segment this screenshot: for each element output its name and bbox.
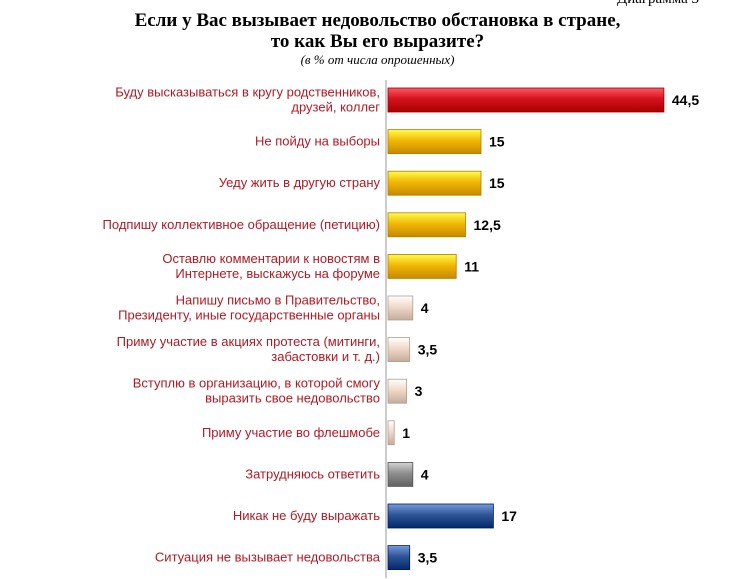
chart-subtitle: (в % от числа опрошенных) xyxy=(300,52,455,67)
category-label-6-line-1: Напишу письмо в Правительство, xyxy=(176,293,380,308)
category-label-4: Подпишу коллективное обращение (петицию) xyxy=(103,217,380,232)
chart-title-line-1: Если у Вас вызывает недовольство обстано… xyxy=(134,10,621,31)
bar-12 xyxy=(387,545,411,570)
bar-2 xyxy=(387,129,482,155)
chart-plot-area: Буду высказываться в кругу родственников… xyxy=(103,80,699,578)
bar-4 xyxy=(387,212,466,238)
category-label-9: Приму участие во флешмобе xyxy=(202,425,380,440)
category-label-5-line-2: Интернете, выскажусь на форуме xyxy=(175,266,380,281)
category-label-1-line-2: друзей, коллег xyxy=(291,100,380,115)
category-label-7-line-1: Приму участие в акциях протеста (митинги… xyxy=(117,334,380,349)
category-label-8-line-1: Вступлю в организацию, в которой смогу xyxy=(133,376,381,391)
bar-5 xyxy=(387,253,457,279)
value-label-2: 15 xyxy=(489,134,505,150)
chart-title: Если у Вас вызывает недовольство обстано… xyxy=(0,10,755,52)
bar-7 xyxy=(387,337,411,363)
value-label-3: 15 xyxy=(489,175,505,191)
category-label-11: Никак не буду выражать xyxy=(233,508,380,523)
value-label-11: 17 xyxy=(501,508,517,524)
value-label-12: 3,5 xyxy=(418,550,438,566)
bar-9 xyxy=(387,420,395,446)
bar-10 xyxy=(387,461,414,487)
category-label-3: Уеду жить в другую страну xyxy=(219,175,381,190)
category-label-10: Затрудняюсь ответить xyxy=(245,466,380,481)
bar-1 xyxy=(387,87,665,113)
value-label-8: 3 xyxy=(415,383,423,399)
bar-8 xyxy=(387,378,408,404)
value-label-9: 1 xyxy=(402,425,410,441)
category-label-8-line-2: выразить свое недовольство xyxy=(205,391,380,406)
bar-3 xyxy=(387,170,482,196)
chart-title-line-2: то как Вы его выразите? xyxy=(270,31,485,52)
value-label-5: 11 xyxy=(464,258,479,274)
value-label-4: 12,5 xyxy=(474,217,501,233)
category-label-5-line-1: Оставлю комментарии к новостям в xyxy=(162,251,380,266)
category-label-7-line-2: забастовки и т. д.) xyxy=(271,349,380,364)
value-label-1: 44,5 xyxy=(672,92,699,108)
value-label-10: 4 xyxy=(421,466,429,482)
value-label-6: 4 xyxy=(421,300,429,316)
bar-6 xyxy=(387,295,414,321)
diagram-number: Диаграмма 3 xyxy=(617,0,699,8)
category-label-6-line-2: Президенту, иные государственные органы xyxy=(118,308,380,323)
value-label-7: 3,5 xyxy=(418,342,438,358)
category-label-12: Ситуация не вызывает недовольства xyxy=(155,550,381,565)
category-label-2: Не пойду на выборы xyxy=(255,134,380,149)
category-label-1-line-1: Буду высказываться в кругу родственников… xyxy=(115,85,380,100)
bar-11 xyxy=(387,503,494,529)
